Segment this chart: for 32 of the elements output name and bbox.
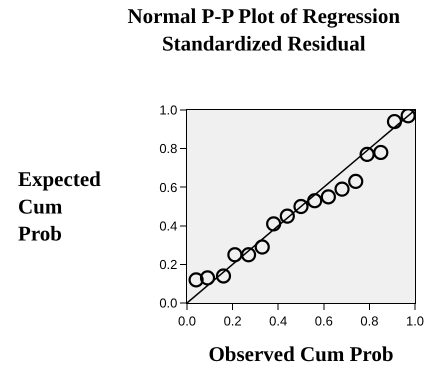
point: [360, 146, 375, 162]
x-tick-label: 0.4: [269, 314, 288, 329]
x-axis-title: Observed Cum Prob: [208, 342, 394, 366]
point: [280, 208, 295, 224]
y-axis-title: Expected Cum Prob: [18, 167, 102, 246]
point: [320, 189, 336, 204]
point: [227, 247, 242, 262]
y-tick-label: 0.8: [159, 141, 178, 156]
point: [334, 182, 350, 197]
y-tick-label: 0.4: [159, 218, 178, 234]
point: [348, 174, 364, 190]
point: [386, 114, 402, 130]
point: [266, 216, 282, 232]
point: [293, 198, 309, 214]
y-tick-label: 0.2: [159, 256, 178, 272]
point: [373, 144, 388, 160]
point: [307, 193, 322, 208]
x-tick-label: 1.0: [406, 314, 424, 329]
x-tick-label: 0.6: [314, 314, 333, 329]
point: [200, 270, 216, 286]
point: [216, 268, 232, 284]
y-tick-label: 0.6: [159, 180, 178, 195]
y-tick-label: 0.0: [159, 296, 178, 311]
x-tick-label: 0.0: [178, 314, 196, 329]
point: [254, 239, 270, 255]
point: [188, 272, 204, 288]
point: [400, 110, 415, 124]
chart-title: Normal P-P Plot of Regression Standardized Residual: [128, 4, 400, 56]
point: [240, 247, 256, 262]
x-tick-label: 0.2: [224, 314, 242, 329]
y-tick-label: 1.0: [159, 102, 178, 118]
x-tick-label: 0.8: [360, 314, 378, 329]
